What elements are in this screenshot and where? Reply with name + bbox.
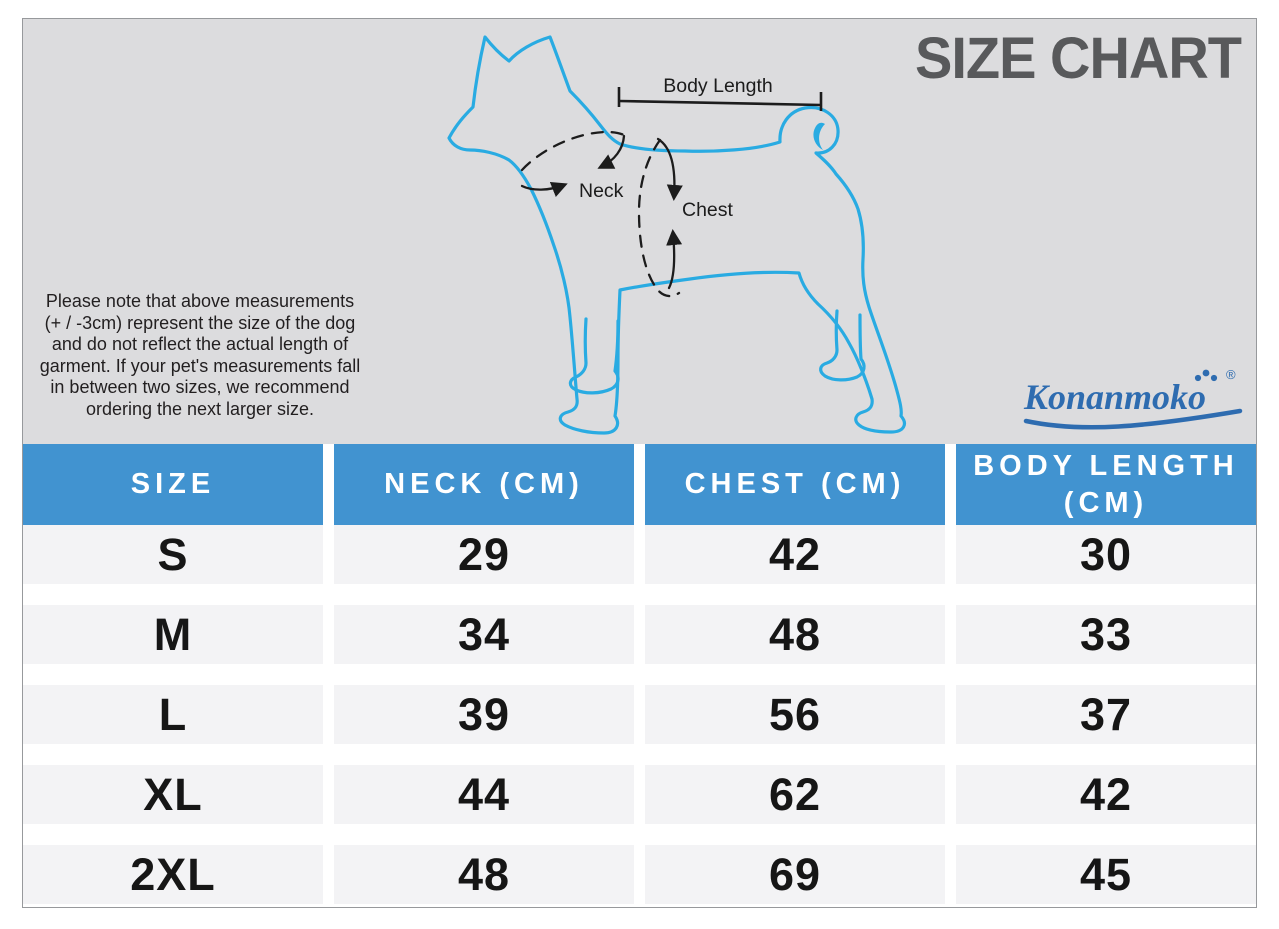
cell-body-length: 30 [956,525,1256,584]
table-row: L 39 56 37 [23,685,1256,744]
cell-neck: 29 [334,525,634,584]
neck-measure-ellipse [520,130,626,172]
dog-outline-icon [447,35,906,435]
brand-name: Konanmoko [1023,377,1206,417]
cell-size: 2XL [23,845,323,904]
neck-label: Neck [579,180,624,202]
chest-arrow-up-icon [666,228,683,290]
cell-body-length: 45 [956,845,1256,904]
header-cell-size: SIZE [23,444,323,525]
dog-measurement-diagram: Body Length Neck Chest [447,35,906,435]
diagram-panel: Body Length Neck Chest SIZE CHART Please… [23,19,1256,444]
cell-size: M [23,605,323,664]
cell-chest: 48 [645,605,945,664]
cell-size: L [23,685,323,744]
size-table: SIZE NECK (CM) CHEST (CM) BODY LENGTH (C… [23,444,1256,904]
paw-print-icon [1194,369,1218,382]
cell-chest: 56 [645,685,945,744]
header-cell-chest: CHEST (CM) [645,444,945,525]
table-row: S 29 42 30 [23,525,1256,584]
cell-body-length: 37 [956,685,1256,744]
cell-neck: 39 [334,685,634,744]
header-cell-neck: NECK (CM) [334,444,634,525]
body-length-label: Body Length [663,75,773,97]
cell-size: XL [23,765,323,824]
chest-label: Chest [682,199,734,221]
logo-swoosh-icon [1023,408,1243,430]
size-chart-infographic: Body Length Neck Chest SIZE CHART Please… [22,18,1257,908]
cell-neck: 34 [334,605,634,664]
header-cell-body-length: BODY LENGTH (CM) [956,444,1256,525]
measurement-note: Please note that above measurements (+ /… [39,291,361,419]
table-row: 2XL 48 69 45 [23,845,1256,904]
cell-size: S [23,525,323,584]
cell-neck: 48 [334,845,634,904]
table-header-row: SIZE NECK (CM) CHEST (CM) BODY LENGTH (C… [23,444,1256,525]
neck-arrow-icon [597,134,626,169]
chest-measure-ellipse [637,138,681,298]
cell-chest: 62 [645,765,945,824]
table-row: XL 44 62 42 [23,765,1256,824]
cell-body-length: 33 [956,605,1256,664]
cell-chest: 42 [645,525,945,584]
brand-logo: Konanmoko ® [1023,367,1243,430]
cell-chest: 69 [645,845,945,904]
table-row: M 34 48 33 [23,605,1256,664]
page-title: SIZE CHART [915,24,1242,91]
cell-body-length: 42 [956,765,1256,824]
registered-trademark: ® [1226,367,1236,382]
body-length-dimension [617,87,823,111]
cell-neck: 44 [334,765,634,824]
neck-arrow2-icon [520,182,568,197]
chest-arrow-down-icon [656,137,683,202]
